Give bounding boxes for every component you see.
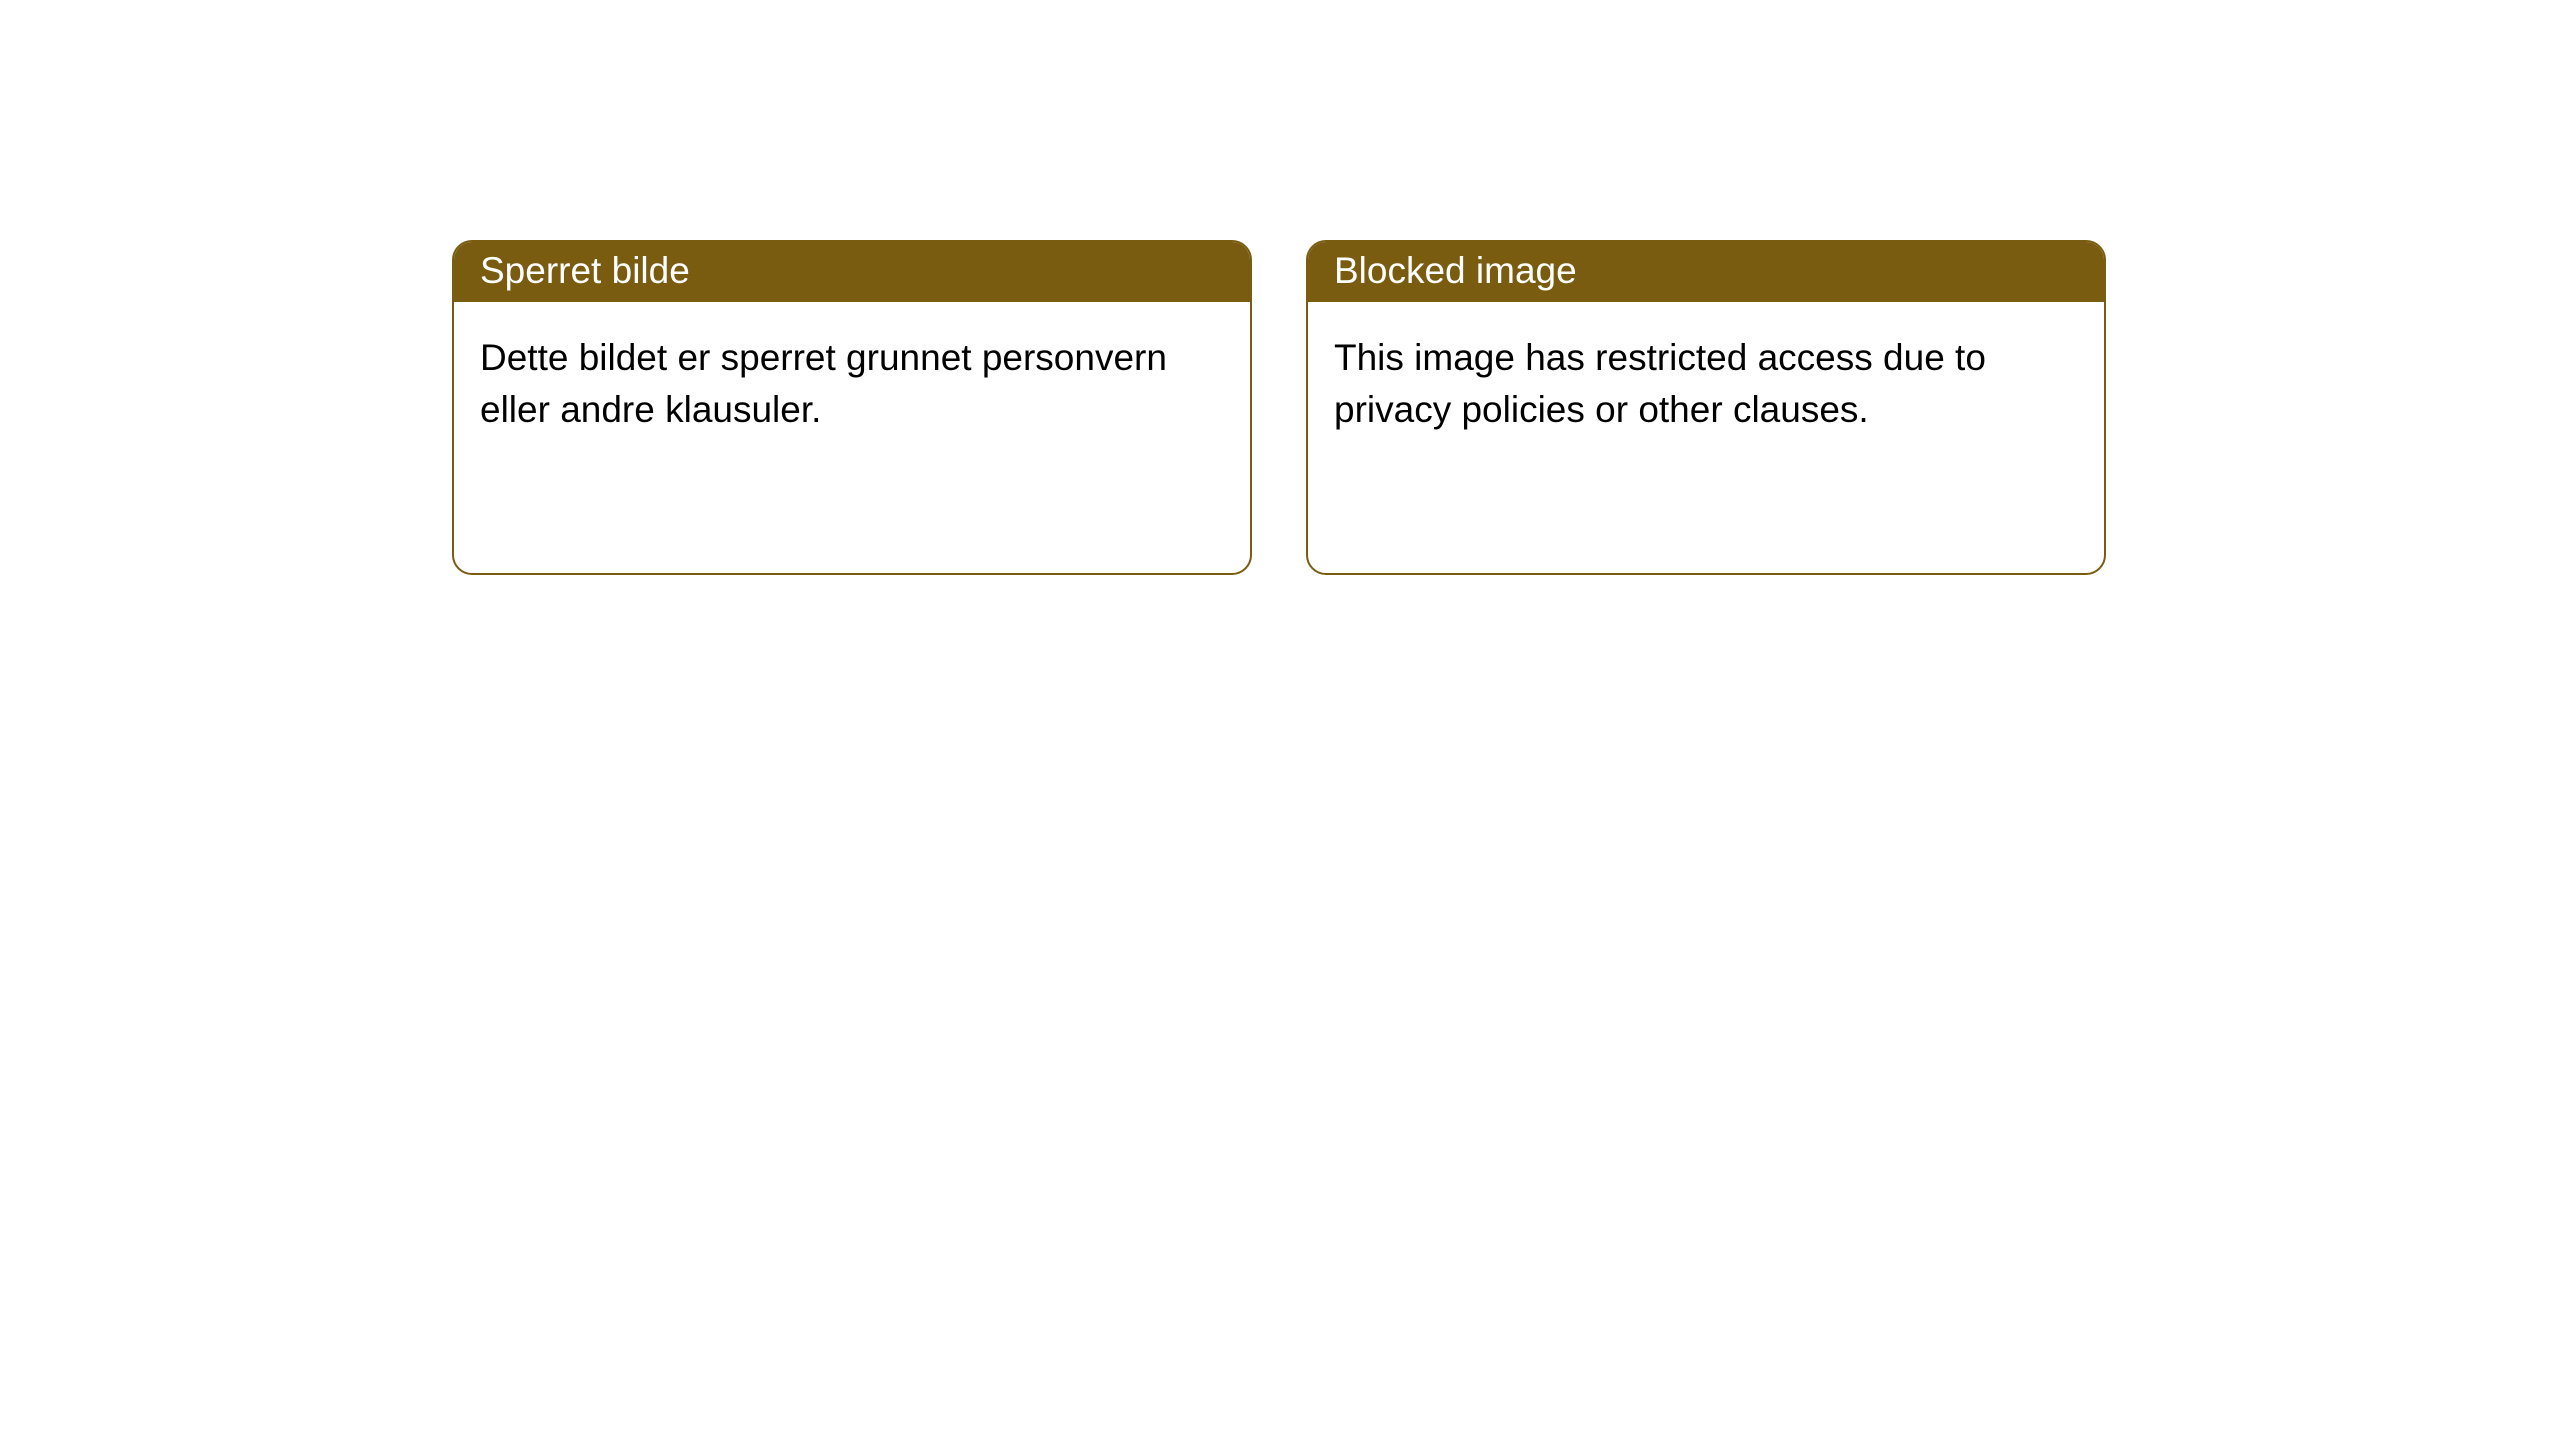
notice-card-english: Blocked image This image has restricted … (1306, 240, 2106, 575)
notice-container: Sperret bilde Dette bildet er sperret gr… (0, 0, 2560, 575)
notice-title-norwegian: Sperret bilde (454, 242, 1250, 302)
notice-body-english: This image has restricted access due to … (1308, 302, 2104, 466)
notice-card-norwegian: Sperret bilde Dette bildet er sperret gr… (452, 240, 1252, 575)
notice-title-english: Blocked image (1308, 242, 2104, 302)
notice-body-norwegian: Dette bildet er sperret grunnet personve… (454, 302, 1250, 466)
